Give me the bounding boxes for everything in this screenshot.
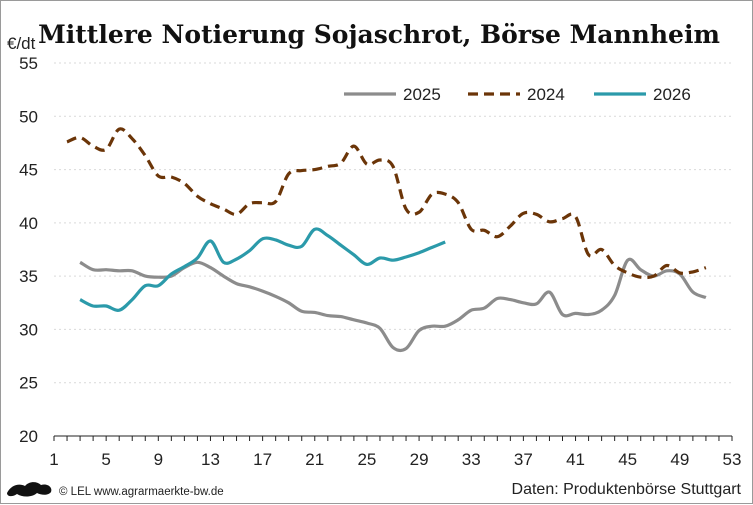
x-tick-label: 21	[305, 450, 324, 469]
x-tick-label: 9	[154, 450, 163, 469]
y-tick-label: 25	[19, 374, 38, 393]
y-tick-label: 35	[19, 267, 38, 286]
x-tick-label: 29	[410, 450, 429, 469]
series-line-2024	[66, 127, 707, 280]
legend: 2025 2024 2026	[344, 85, 691, 104]
y-tick-label: 30	[19, 320, 38, 339]
y-tick-label: 20	[19, 427, 38, 446]
x-tick-label: 37	[514, 450, 533, 469]
footer-logo	[7, 482, 52, 497]
y-tick-label: 50	[19, 107, 38, 126]
x-tick-label: 49	[670, 450, 689, 469]
y-tick-label: 40	[19, 214, 38, 233]
legend-label-2026: 2026	[653, 85, 691, 104]
x-tick-label: 1	[49, 450, 58, 469]
series-lines	[66, 127, 707, 353]
y-axis-unit: €/dt	[7, 34, 36, 53]
footer-credit: © LEL www.agrarmaerkte-bw.de	[59, 486, 224, 498]
y-tick-label: 45	[19, 161, 38, 180]
legend-label-2024: 2024	[527, 85, 565, 104]
state-lion-logo-icon	[7, 482, 52, 497]
legend-label-2025: 2025	[403, 85, 441, 104]
chart-title: Mittlere Notierung Sojaschrot, Börse Man…	[38, 20, 720, 49]
x-tick-label: 5	[101, 450, 110, 469]
x-tick-label: 33	[462, 450, 481, 469]
footer-source: Daten: Produktenbörse Stuttgart	[512, 481, 742, 498]
x-tick-label: 17	[253, 450, 272, 469]
x-tick-label: 45	[618, 450, 637, 469]
y-tick-label: 55	[19, 54, 38, 73]
series-line-2026	[79, 227, 446, 312]
x-tick-label: 41	[566, 450, 585, 469]
gridlines	[54, 62, 732, 384]
x-tick-label: 53	[723, 450, 742, 469]
x-tick-label: 13	[201, 450, 220, 469]
x-tick-label: 25	[357, 450, 376, 469]
